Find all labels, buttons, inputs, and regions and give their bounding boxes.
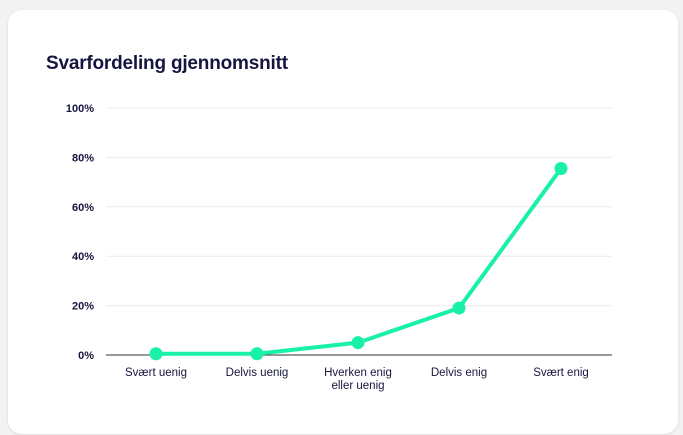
data-point xyxy=(149,347,163,361)
gridlines xyxy=(106,107,612,307)
x-tick-label: Delvis enig xyxy=(431,367,487,379)
data-point xyxy=(554,162,568,176)
data-point xyxy=(452,301,466,315)
x-tick-label-line: eller uenig xyxy=(331,380,384,392)
y-tick-label: 40% xyxy=(72,251,94,263)
x-tick-label: Svært uenig xyxy=(125,367,187,379)
x-tick-label: Hverken enig eller uenig xyxy=(324,367,392,392)
chart-title: Svarfordeling gjennomsnitt xyxy=(46,53,288,74)
x-tick-label-line: Svært enig xyxy=(533,367,589,379)
series-line xyxy=(154,166,563,356)
series-layer xyxy=(149,162,568,361)
y-tick-label: 20% xyxy=(72,301,94,313)
y-tick-label: 100% xyxy=(66,103,94,115)
y-tick-label: 80% xyxy=(72,152,94,164)
x-tick-label-line: Svært uenig xyxy=(125,367,187,379)
data-point xyxy=(250,347,264,361)
data-point xyxy=(351,336,365,350)
x-tick-label-line: Hverken enig xyxy=(324,367,392,379)
x-tick-label: Delvis uenig xyxy=(226,367,289,379)
x-tick-label-line: Delvis enig xyxy=(431,367,487,379)
y-tick-label: 0% xyxy=(78,350,94,362)
y-tick-label: 60% xyxy=(72,202,94,214)
x-tick-label: Svært enig xyxy=(533,367,589,379)
tick-labels: 0% 20% 40% 60% 80% 100% Svært uenig Delvis ueni… xyxy=(66,103,589,392)
x-tick-label-line: Delvis uenig xyxy=(226,367,289,379)
chart-card xyxy=(8,10,678,434)
